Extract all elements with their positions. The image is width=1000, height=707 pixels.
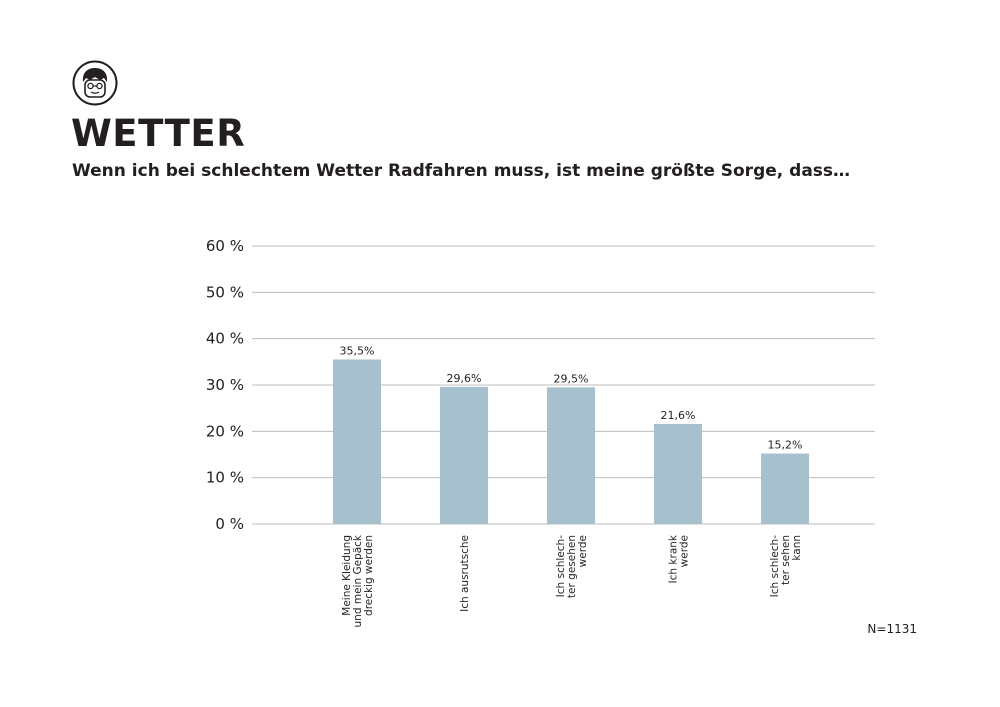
y-axis-ticks: 0 % 10 % 20 % 30 % 40 % 50 % 60 % [206,237,244,533]
y-tick-label: 20 % [206,422,244,440]
category-label: Meine Kleidung und mein Gepäck dreckig wer… [341,534,375,627]
category-label-line: kann [791,535,803,561]
category-labels: Meine Kleidung und mein Gepäck dreckig wer… [341,534,803,627]
category-label-line: ter gesehen [566,535,578,598]
category-label-line: Meine Kleidung [341,535,353,616]
page-subtitle: Wenn ich bei schlechtem Wetter Radfahren… [72,161,851,181]
bar [761,453,809,524]
data-label: 29,6% [447,372,482,385]
data-label: 15,2% [768,439,803,452]
category-label: Ich schlech-ter sehen kann [769,535,803,598]
data-label: 35,5% [340,345,375,358]
category-label-line: dreckig werden [363,535,375,616]
cyclist-face-icon [72,60,118,106]
data-labels: 35,5% 29,6% 29,5% 21,6% 15,2% [340,345,803,452]
y-tick-label: 0 % [215,515,244,533]
bar [547,387,595,524]
category-label-line: Ich ausrutsche [459,535,471,612]
sample-size-note: N=1131 [867,622,917,636]
category-label-line: ter sehen [780,535,792,585]
y-tick-label: 10 % [206,469,244,487]
category-label-line: Ich schlech- [769,535,781,598]
category-label: Ich ausrutsche [459,535,471,612]
y-tick-label: 60 % [206,237,244,255]
page-title: WETTER [71,112,246,155]
data-label: 21,6% [661,409,696,422]
category-label-line: Ich krank [668,534,680,583]
y-tick-label: 50 % [206,283,244,301]
category-label: Ich schlech-ter gesehen werde [555,535,589,598]
bar [333,359,381,524]
category-label-line: und mein Gepäck [352,534,364,627]
y-tick-label: 30 % [206,376,244,394]
category-label-line: werde [577,535,589,567]
category-label-line: werde [679,535,691,567]
bar [440,386,488,524]
chart-bars [333,359,809,524]
y-tick-label: 40 % [206,330,244,348]
category-label-line: Ich schlech- [555,535,567,598]
data-label: 29,5% [554,372,589,385]
bar [654,423,702,524]
category-label: Ich krank werde [668,534,691,583]
